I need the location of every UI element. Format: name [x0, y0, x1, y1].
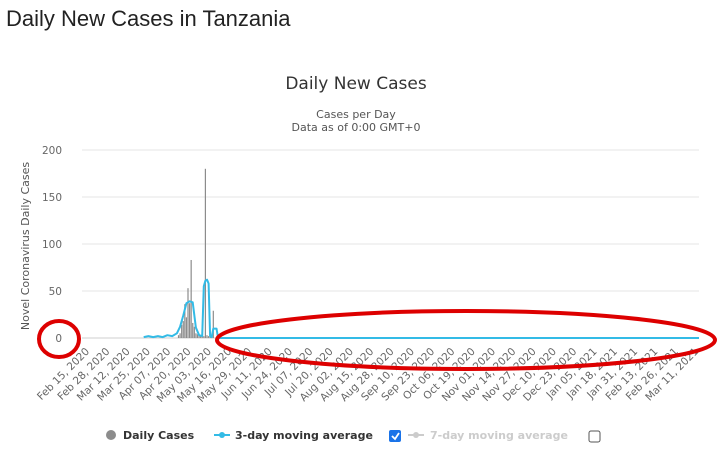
legend: Daily Cases 3-day moving average 7-day mov… [106, 429, 601, 443]
daily-cases-bar [184, 304, 186, 338]
circle-icon [106, 430, 116, 440]
daily-cases-bar [200, 336, 202, 338]
daily-cases-bar [195, 333, 197, 338]
daily-cases-bar [212, 310, 214, 338]
daily-cases-bar [203, 336, 205, 338]
annotation-ellipse-zero-label [37, 319, 81, 359]
daily-cases-bar [177, 335, 180, 338]
daily-cases-bar [192, 322, 194, 338]
y-tick-label: 50 [49, 286, 62, 298]
moving-average-lines [143, 278, 699, 339]
chart-subtitle-line1: Cases per Day [316, 108, 396, 121]
y-tick-label: 0 [55, 333, 62, 345]
seven-day-average-checkbox[interactable] [588, 430, 601, 443]
annotation-ellipse-flat-line [215, 309, 717, 371]
page-heading: Daily New Cases in Tanzania [6, 6, 291, 31]
daily-cases-bar [179, 333, 181, 338]
line-marker-dot [413, 432, 419, 438]
daily-cases-bar [185, 317, 188, 338]
daily-cases-bar [188, 303, 191, 338]
line-marker-dot [219, 432, 225, 438]
daily-cases-bar [209, 337, 211, 338]
daily-cases-bar [190, 259, 192, 338]
daily-cases-bar [187, 288, 189, 338]
chart-subtitle-line2: Data as of 0:00 GMT+0 [292, 121, 421, 134]
y-tick-label: 150 [42, 192, 62, 204]
grid [82, 149, 699, 339]
legend-label-seven-day: 7-day moving average [430, 429, 568, 442]
daily-cases-bar [196, 334, 199, 338]
y-axis-label: Novel Coronavirus Daily Cases [19, 162, 32, 330]
daily-cases-bar [204, 168, 206, 338]
y-tick-label: 100 [42, 239, 62, 251]
y-axis-ticks: 0 50 100 150 200 [42, 145, 62, 345]
y-tick-label: 200 [42, 145, 62, 157]
daily-cases-bar [193, 326, 195, 338]
daily-cases-bar [198, 335, 200, 338]
daily-cases-bars [177, 168, 214, 338]
daily-cases-bar [181, 324, 183, 338]
legend-label-three-day: 3-day moving average [235, 429, 373, 442]
checkmark-icon [391, 432, 400, 441]
chart-title: Daily New Cases [285, 74, 427, 94]
annotations [37, 309, 717, 371]
three-day-average-line [143, 278, 699, 339]
daily-cases-bar [182, 321, 184, 338]
daily-cases-bar [206, 335, 208, 338]
daily-cases-bar [207, 336, 210, 338]
legend-label-daily-cases: Daily Cases [123, 429, 195, 442]
